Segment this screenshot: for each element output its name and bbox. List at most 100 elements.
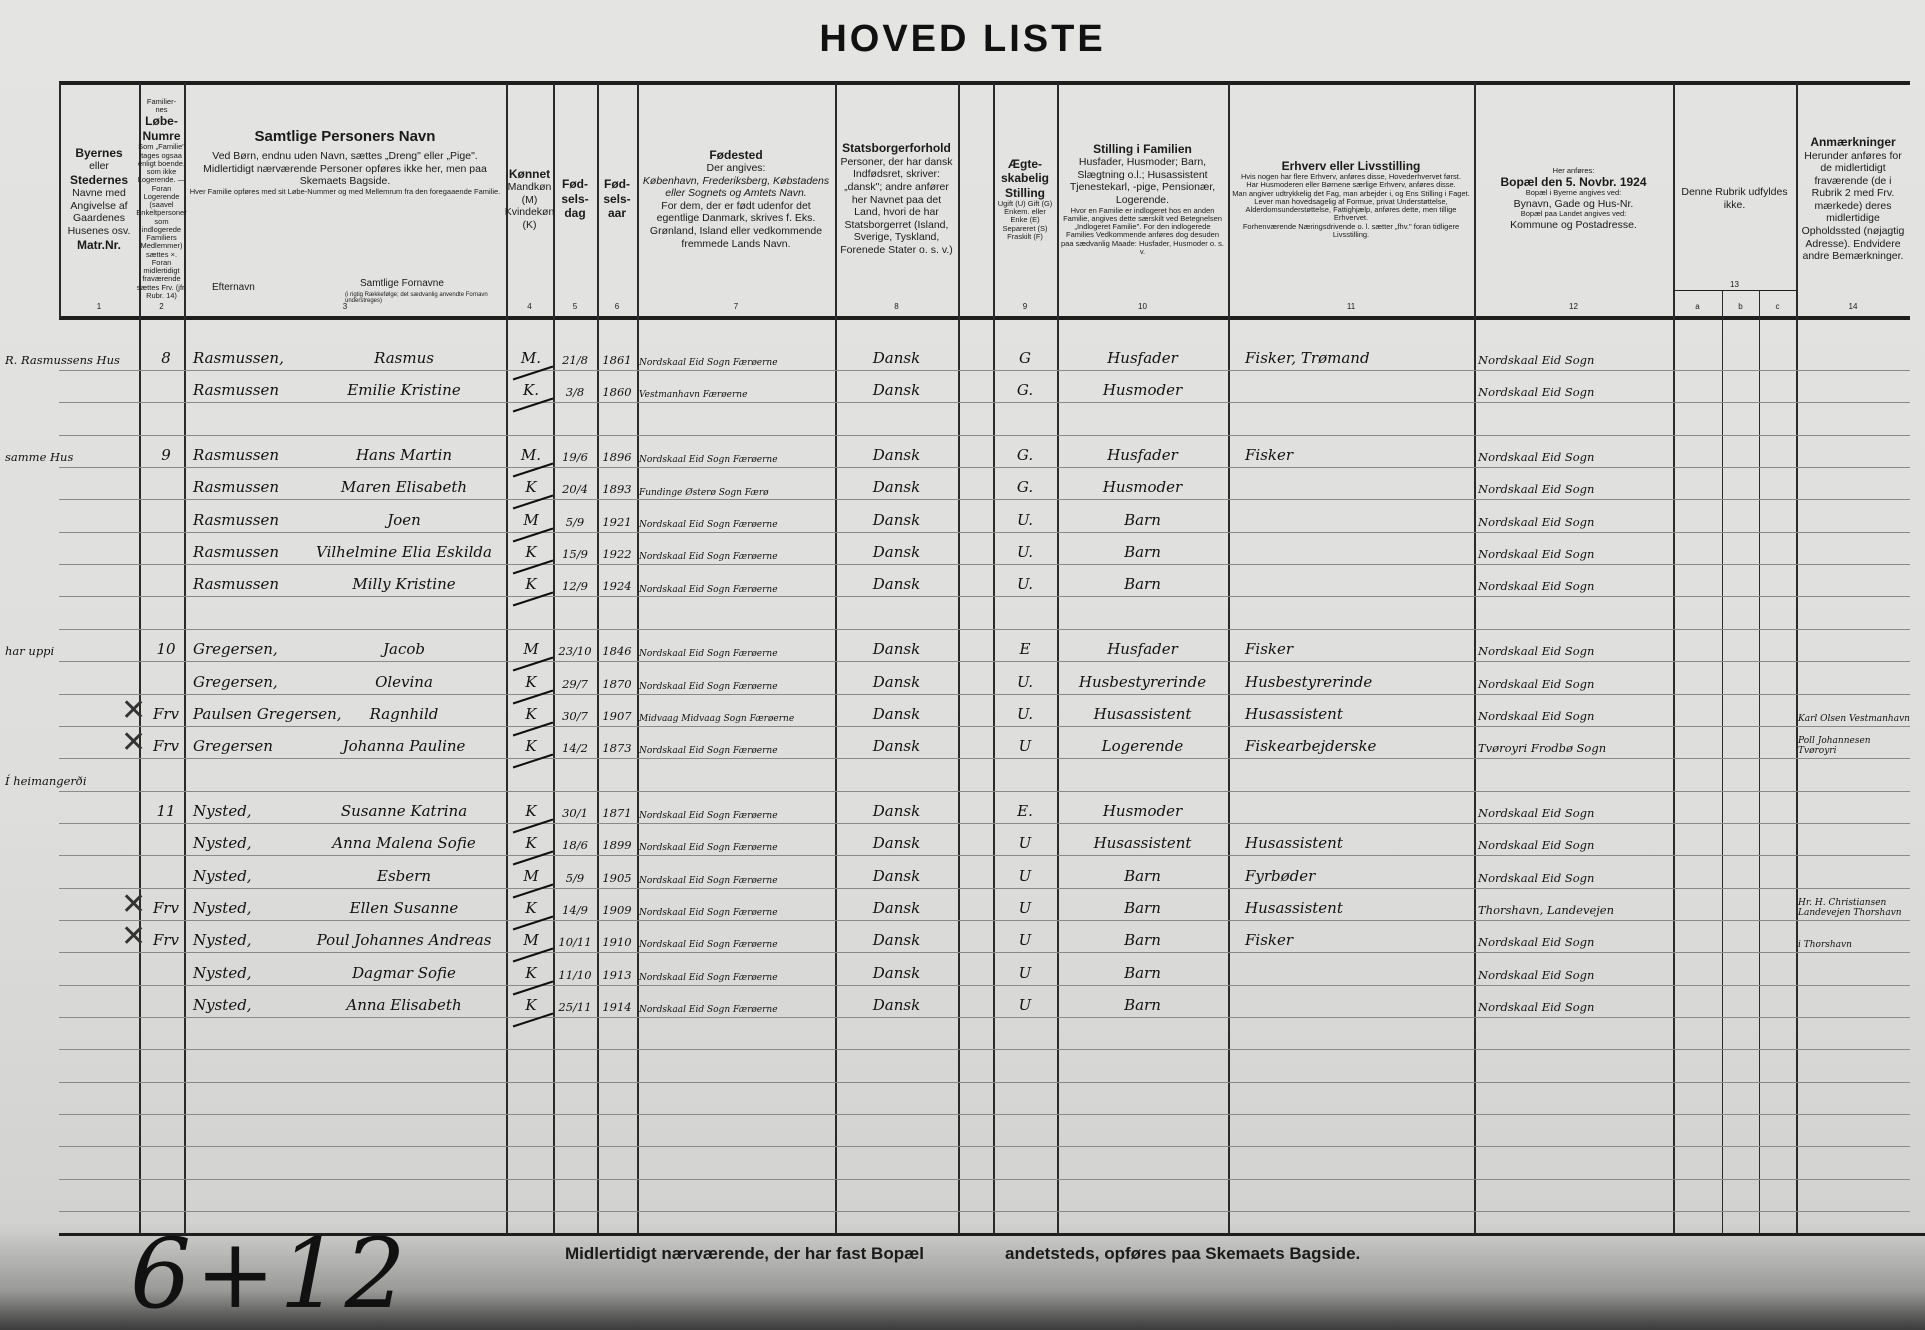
cell-birthplace: Nordskaal Eid Sogn Færøerne — [639, 843, 778, 854]
cell-residence: Nordskaal Eid Sogn — [1478, 870, 1595, 885]
column-header-text: For dem, der er født udenfor det egentli… — [649, 199, 823, 250]
cell-marital: U — [1018, 996, 1032, 1014]
table-row: Rasmussen Joen M 5/9 1921 Nordskaal Eid Sogn … — [59, 500, 1910, 543]
table-row — [59, 1147, 1910, 1180]
table-row: Rasmussen Maren Elisabeth K 20/4 1893 Funding… — [59, 467, 1910, 510]
column-number: 14 — [1848, 302, 1858, 311]
cell-marital: E. — [1017, 801, 1033, 820]
cell-fam: Frv — [152, 704, 180, 723]
column-number: 7 — [733, 302, 739, 311]
cell-marital: U. — [1016, 575, 1034, 594]
cell-given: Maren Elisabeth — [340, 478, 468, 497]
cell-surname: Nysted, — [193, 931, 252, 950]
cell-residence: Nordskaal Eid Sogn — [1478, 805, 1595, 820]
column-number: 9 — [1022, 302, 1028, 311]
column-header-text: Har Husmoderen eller Børnene særlige Erh… — [1246, 180, 1456, 190]
cell-surname: Gregersen, — [193, 672, 278, 691]
column-header-text: Forhenværende Næringsdrivende o. l. sætt… — [1242, 221, 1460, 239]
column-header-11: Erhverv eller Livsstilling Hvis nogen har… — [1228, 88, 1474, 310]
cell-citizen: Dansk — [872, 672, 921, 691]
cell-sex: K — [525, 575, 537, 594]
column-header-4: Kønnet Mandkøn (M) Kvindekøn (K) — [505, 88, 555, 310]
cell-birthplace: Nordskaal Eid Sogn Færøerne — [639, 519, 778, 530]
column-header-text: Byernes — [75, 145, 123, 160]
cell-given: Milly Kristine — [352, 575, 456, 594]
column-header-6: Fød-sels-aar — [597, 88, 637, 310]
column-header-text: Stilling i Familien — [1093, 141, 1192, 156]
cell-day: 29/7 — [562, 676, 588, 691]
cell-day: 10/11 — [558, 935, 592, 950]
cell-birthplace: Nordskaal Eid Sogn Færøerne — [639, 940, 778, 951]
footer-note-right: andetsteds, opføres paa Skemaets Bagside… — [1005, 1244, 1361, 1263]
cell-birthplace: Nordskaal Eid Sogn Færøerne — [639, 455, 778, 466]
cell-given: Olevina — [375, 672, 433, 691]
column-header-text: Der angives: — [706, 162, 766, 175]
cell-surname: Nysted, — [193, 801, 252, 820]
cell-surname: Nysted, — [193, 898, 252, 917]
cell-addr: samme Hus — [5, 450, 74, 465]
cell-citizen: Dansk — [872, 737, 921, 756]
cell-surname: Rasmussen — [193, 446, 280, 465]
cell-citizen: Dansk — [872, 996, 921, 1014]
cell-position: Barn — [1124, 963, 1161, 982]
cell-day: 15/9 — [562, 547, 588, 562]
cell-given: Anna Malena Sofie — [332, 834, 476, 853]
cell-marital: G — [1019, 349, 1031, 367]
cell-occupation: Husassistent — [1245, 834, 1343, 853]
cell-fam: Frv — [152, 737, 180, 756]
cell-position: Husfader — [1107, 349, 1178, 367]
table-row: R. Rasmussens Hus 8 Rasmussen, Rasmus M. 21/8… — [5, 338, 1910, 381]
cross-mark-icon: ✕ — [121, 886, 147, 922]
cell-surname: Nysted, — [193, 963, 252, 982]
column-header-text: Husfader, Husmoder; Barn, Slægtning o.l.… — [1069, 156, 1216, 207]
column-rule — [139, 83, 141, 1234]
cell-residence: Nordskaal Eid Sogn — [1478, 353, 1595, 367]
table-row: Rasmussen Emilie Kristine K. 3/8 1860 Vestman… — [59, 370, 1910, 413]
cell-sex: K — [525, 704, 537, 723]
table-row: ✕ Frv Gregersen Johanna Pauline K 14/2 1873 Nor… — [59, 725, 1910, 769]
footer-note-left: Midlertidigt nærværende, der har fast Bo… — [565, 1244, 924, 1263]
cell-sex: K — [525, 963, 537, 982]
cell-position: Husmoder — [1102, 478, 1183, 497]
cell-surname: Rasmussen, — [193, 349, 284, 367]
cell-birthplace: Nordskaal Eid Sogn Færøerne — [639, 358, 778, 369]
column-header-text: Erhverv eller Livsstilling — [1281, 158, 1421, 173]
cell-surname: Rasmussen — [193, 478, 280, 497]
cell-birthplace: Vestmanhavn Færøerne — [639, 390, 748, 401]
cell-day: 5/9 — [565, 870, 585, 885]
cell-year: 1893 — [602, 482, 632, 497]
cell-position: Barn — [1124, 996, 1161, 1014]
cell-marital: G. — [1016, 446, 1034, 465]
cell-year: 1870 — [602, 676, 632, 691]
cell-position: Barn — [1124, 543, 1161, 562]
column-header-5: Fød-sels-dag — [553, 88, 597, 310]
cell-marital: U — [1018, 963, 1032, 982]
column-number: 8 — [894, 302, 899, 311]
table-row: Rasmussen Vilhelmine Elia Eskilda K 15/9 192… — [59, 532, 1910, 575]
cell-remarks: Karl Olsen Vestmanhavn — [1798, 713, 1910, 724]
cell-birthplace: Nordskaal Eid Sogn Færøerne — [639, 1005, 778, 1016]
cell-birthplace: Midvaag Midvaag Sogn Færøerne — [639, 713, 795, 724]
column-header-text: eller — [89, 160, 109, 173]
cell-year: 1914 — [602, 1000, 632, 1014]
cell-birthplace: Nordskaal Eid Sogn Færøerne — [639, 746, 778, 757]
column-header-text: Kønnet — [508, 166, 551, 181]
cell-citizen: Dansk — [872, 931, 921, 950]
column-header-text: Bopæl den 5. Novbr. 1924 — [1500, 175, 1647, 190]
cell-occupation: Fiskearbejderske — [1245, 737, 1377, 756]
column-rule — [597, 83, 599, 1234]
cell-sex: K — [525, 478, 537, 497]
cell-surname: Rasmussen — [193, 381, 280, 400]
cell-residence: Nordskaal Eid Sogn — [1478, 450, 1595, 465]
cell-occupation: Fisker — [1245, 640, 1294, 659]
cell-residence: Nordskaal Eid Sogn — [1478, 708, 1595, 723]
column-rule — [1474, 83, 1476, 1234]
cell-position: Husbestyrerinde — [1078, 672, 1207, 691]
cell-sex: M — [523, 640, 539, 659]
column-rule — [506, 83, 508, 1234]
cell-residence: Tvøroyri Frodbø Sogn — [1478, 741, 1607, 756]
given-label: Samtlige Fornavne — [360, 278, 444, 289]
cell-given: Anna Elisabeth — [346, 996, 462, 1014]
cell-fam: 9 — [161, 446, 171, 465]
column-header-text: Ved Børn, endnu uden Navn, sættes „Dreng… — [212, 150, 478, 162]
